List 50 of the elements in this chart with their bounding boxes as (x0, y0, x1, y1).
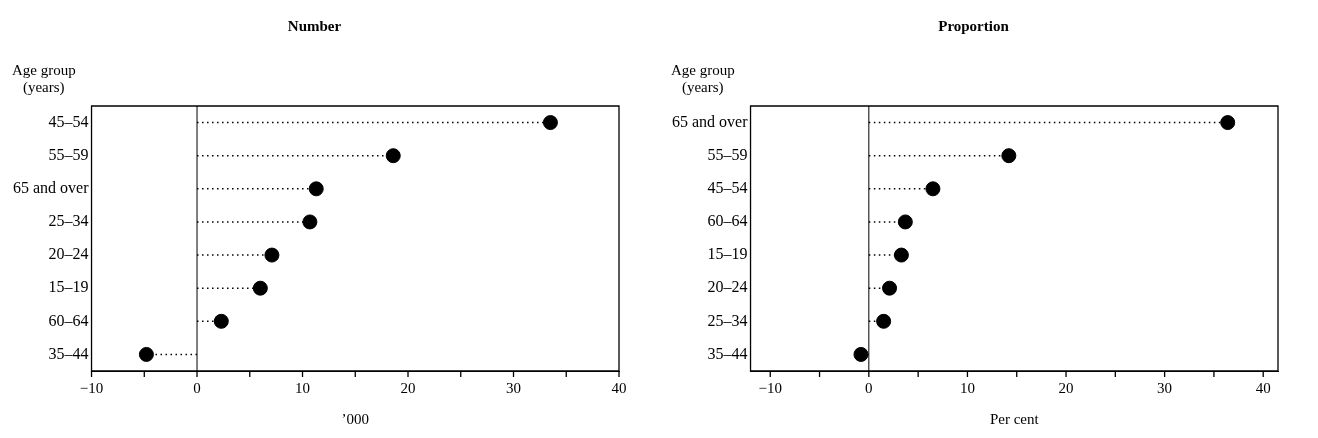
y-tick-label: 45–54 (707, 179, 748, 197)
y-tick-label: 65 and over (672, 112, 749, 130)
x-tick-label: −10 (758, 379, 782, 396)
x-tick-label: 20 (400, 379, 416, 396)
x-tick-label: 30 (1157, 379, 1173, 396)
point (385, 148, 401, 164)
y-tick-label: 60–64 (707, 212, 748, 230)
point (252, 280, 268, 296)
point (1220, 115, 1236, 131)
point (1001, 148, 1017, 164)
point (542, 115, 558, 131)
y-tick-label: 65 and over (13, 179, 90, 197)
x-tick-label: 40 (611, 379, 627, 396)
y-tick-label: 60–64 (48, 311, 89, 329)
y-tick-label: 55–59 (48, 145, 89, 163)
x-axis-title: Per cent (989, 410, 1040, 427)
y-tick-label: 55–59 (707, 145, 748, 163)
point (876, 313, 892, 329)
point (302, 214, 318, 230)
chart-title: Number (287, 17, 342, 34)
x-tick-label: 0 (193, 379, 201, 396)
point (925, 181, 941, 197)
y-tick-label: 20–24 (48, 245, 89, 263)
y-tick-label: 25–34 (707, 311, 748, 329)
x-tick-label: 10 (959, 379, 975, 396)
y-tick-label: 15–19 (707, 245, 748, 263)
y-tick-label: 25–34 (48, 212, 89, 230)
point (308, 181, 324, 197)
x-tick-label: 30 (506, 379, 522, 396)
point (138, 346, 154, 362)
y-tick-label: 45–54 (48, 112, 89, 130)
y-tick-label: 20–24 (707, 278, 748, 296)
point (853, 346, 869, 362)
x-tick-label: 0 (865, 379, 873, 396)
x-tick-label: 40 (1255, 379, 1271, 396)
point (213, 313, 229, 329)
point (893, 247, 909, 263)
x-tick-label: 20 (1058, 379, 1074, 396)
point (264, 247, 280, 263)
x-tick-label: −10 (79, 379, 104, 396)
chart-title: Proportion (938, 17, 1010, 34)
y-tick-label: 35–44 (707, 344, 748, 362)
y-axis-title: Age group (years) (669, 62, 736, 96)
y-tick-label: 35–44 (48, 344, 89, 362)
x-axis-title: ’000 (341, 410, 370, 427)
point (897, 214, 913, 230)
point (882, 280, 898, 296)
y-axis-title: Age group (years) (10, 62, 77, 96)
y-tick-label: 15–19 (48, 278, 89, 296)
x-tick-label: 10 (295, 379, 311, 396)
